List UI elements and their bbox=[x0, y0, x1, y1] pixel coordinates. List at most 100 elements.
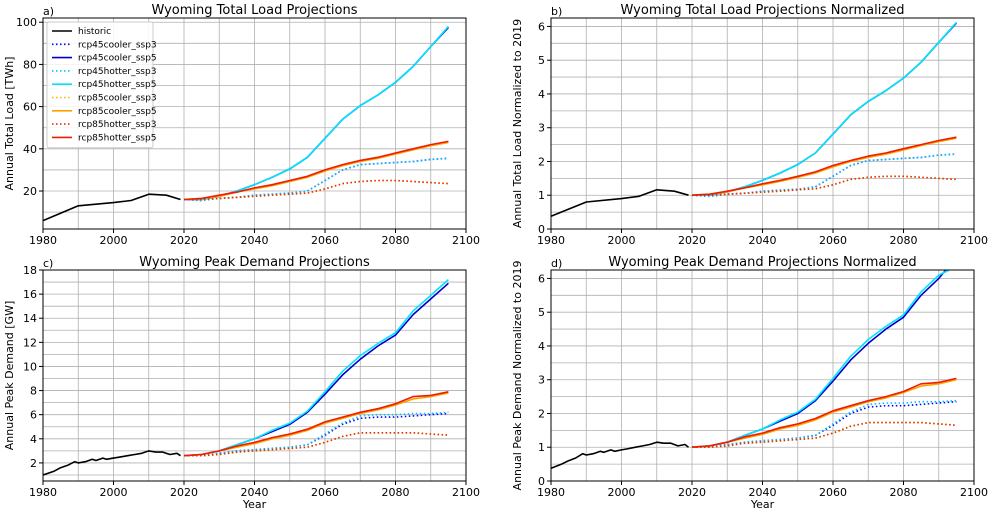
legend-label: rcp45hotter_ssp3 bbox=[78, 67, 156, 77]
x-tick-label: 2100 bbox=[452, 486, 480, 499]
x-tick-label: 2060 bbox=[819, 234, 847, 247]
chart-title: Wyoming Total Load Projections Normalize… bbox=[621, 3, 905, 18]
x-tick-label: 2020 bbox=[678, 486, 706, 499]
series-rcp45cooler_ssp5 bbox=[691, 270, 947, 448]
x-tick-label: 2000 bbox=[608, 486, 636, 499]
y-tick-label: 5 bbox=[538, 306, 545, 319]
legend-label: historic bbox=[78, 27, 111, 37]
x-tick-label: 1980 bbox=[29, 486, 57, 499]
panel-c: 1980 2000 2020 2040 2060 2080 2100 2 4 6 8 10 12 14 16… bbox=[3, 255, 480, 511]
panel-b: 1980 2000 2020 2040 2060 2080 2100 0 1 2 3 4 5 6 Wyomi… bbox=[511, 3, 988, 247]
y-tick-label: 4 bbox=[538, 88, 545, 101]
y-tick-label: 8 bbox=[30, 385, 37, 398]
y-tick-label: 16 bbox=[23, 288, 37, 301]
y-tick-label: 40 bbox=[23, 143, 37, 156]
legend-label: rcp45cooler_ssp3 bbox=[78, 40, 157, 50]
y-tick-label: 0 bbox=[538, 475, 545, 488]
x-axis-label: Year bbox=[242, 498, 267, 511]
y-tick-label: 6 bbox=[538, 20, 545, 33]
y-tick-label: 10 bbox=[23, 360, 37, 373]
legend-label: rcp85hotter_ssp5 bbox=[78, 133, 156, 143]
series-historic bbox=[551, 189, 689, 217]
x-tick-label: 2040 bbox=[241, 486, 269, 499]
y-axis-label: Annual Total Load Normalized to 2019 bbox=[511, 19, 524, 228]
legend-label: rcp85cooler_ssp5 bbox=[78, 107, 157, 117]
legend-box bbox=[46, 21, 154, 149]
series-historic bbox=[43, 193, 181, 222]
series-historic bbox=[43, 450, 181, 476]
chart-title: Wyoming Total Load Projections bbox=[151, 3, 357, 18]
x-tick-label: 2000 bbox=[100, 486, 128, 499]
panel-label: b) bbox=[551, 5, 562, 18]
y-tick-label: 60 bbox=[23, 101, 37, 114]
y-tick-label: 3 bbox=[538, 122, 545, 135]
series-group bbox=[43, 25, 450, 222]
y-tick-label: 1 bbox=[538, 189, 545, 202]
panel-d: 1980 2000 2020 2040 2060 2080 2100 0 1 2 3 4 5 6 Wyomi… bbox=[511, 255, 988, 511]
legend: historic rcp45cooler_ssp3 rcp45cooler_ssp5… bbox=[46, 21, 157, 149]
x-tick-label: 2040 bbox=[241, 234, 269, 247]
series-rcp45hotter_ssp3 bbox=[184, 411, 449, 457]
series-rcp85hotter_ssp3 bbox=[692, 421, 957, 449]
series-rcp85hotter_ssp3 bbox=[184, 179, 449, 201]
x-tick-label: 2020 bbox=[170, 486, 198, 499]
x-tick-label: 2080 bbox=[890, 234, 918, 247]
x-axis-label: Year bbox=[750, 498, 775, 511]
x-tick-label: 2080 bbox=[890, 486, 918, 499]
y-tick-label: 3 bbox=[538, 374, 545, 387]
panel-label: d) bbox=[551, 257, 562, 270]
x-tick-label: 1980 bbox=[537, 486, 565, 499]
panel-label: c) bbox=[43, 257, 53, 270]
series-group bbox=[551, 270, 957, 469]
series-rcp85hotter_ssp5 bbox=[691, 136, 957, 196]
x-tick-label: 2040 bbox=[749, 486, 777, 499]
panel-label: a) bbox=[43, 5, 54, 18]
y-tick-label: 1 bbox=[538, 441, 545, 454]
panel-a: 1980 2000 2020 2040 2060 2080 210020406080100W… bbox=[3, 3, 480, 247]
y-axis-label: Annual Peak Demand Normalized to 2019 bbox=[511, 261, 524, 491]
series-group bbox=[551, 21, 957, 217]
legend-label: rcp45hotter_ssp5 bbox=[78, 80, 156, 90]
y-tick-label: 12 bbox=[23, 336, 37, 349]
y-tick-label: 6 bbox=[538, 272, 545, 285]
x-tick-label: 1980 bbox=[29, 234, 57, 247]
x-tick-label: 2060 bbox=[311, 234, 339, 247]
y-axis-label: Annual Peak Demand [GW] bbox=[3, 301, 16, 450]
y-axis-label: Annual Total Load [TWh] bbox=[3, 57, 16, 191]
legend-label: rcp45cooler_ssp5 bbox=[78, 54, 157, 64]
series-rcp85hotter_ssp5 bbox=[691, 377, 957, 448]
x-tick-label: 2060 bbox=[311, 486, 339, 499]
x-tick-label: 2100 bbox=[960, 234, 988, 247]
series-rcp45cooler_ssp5 bbox=[183, 282, 449, 457]
y-tick-label: 20 bbox=[23, 185, 37, 198]
x-tick-label: 2020 bbox=[170, 234, 198, 247]
series-rcp85hotter_ssp5 bbox=[183, 391, 449, 457]
y-tick-label: 4 bbox=[538, 340, 545, 353]
series-rcp85cooler_ssp3 bbox=[692, 175, 957, 196]
series-rcp85cooler_ssp3 bbox=[184, 179, 449, 201]
y-tick-label: 4 bbox=[30, 433, 37, 446]
y-tick-label: 2 bbox=[538, 407, 545, 420]
y-tick-label: 80 bbox=[23, 58, 37, 71]
chart-title: Wyoming Peak Demand Projections Normaliz… bbox=[608, 255, 916, 270]
y-tick-label: 100 bbox=[16, 16, 37, 29]
series-historic bbox=[551, 441, 689, 469]
series-rcp85hotter_ssp3 bbox=[184, 431, 449, 457]
x-tick-label: 2000 bbox=[100, 234, 128, 247]
x-tick-label: 2000 bbox=[608, 234, 636, 247]
y-tick-label: 14 bbox=[23, 312, 37, 325]
series-rcp45hotter_ssp5 bbox=[691, 270, 950, 448]
y-tick-label: 5 bbox=[538, 54, 545, 67]
x-tick-label: 2080 bbox=[382, 234, 410, 247]
x-tick-label: 2040 bbox=[749, 234, 777, 247]
x-tick-label: 2020 bbox=[678, 234, 706, 247]
series-rcp85hotter_ssp5 bbox=[183, 140, 449, 201]
x-tick-label: 1980 bbox=[537, 234, 565, 247]
series-rcp45hotter_ssp3 bbox=[692, 399, 957, 449]
y-tick-label: 0 bbox=[538, 223, 545, 236]
x-tick-label: 2100 bbox=[960, 486, 988, 499]
y-tick-label: 18 bbox=[23, 264, 37, 277]
legend-label: rcp85cooler_ssp3 bbox=[78, 94, 157, 104]
chart-title: Wyoming Peak Demand Projections bbox=[139, 255, 370, 270]
